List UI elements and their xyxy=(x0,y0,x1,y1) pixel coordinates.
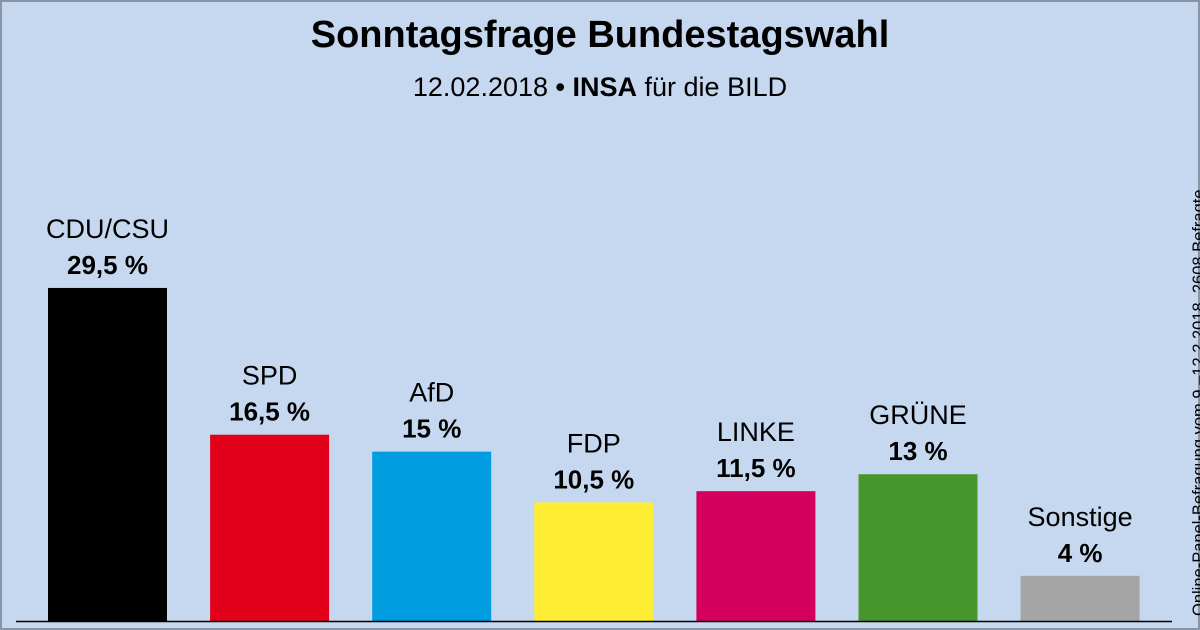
bar-sonstige xyxy=(1020,575,1140,621)
bullet: • xyxy=(555,72,565,102)
category-label: FDP xyxy=(567,428,621,458)
category-label: LINKE xyxy=(717,417,795,447)
category-label: CDU/CSU xyxy=(46,214,169,244)
bar-cducsu xyxy=(48,287,167,621)
category-label: SPD xyxy=(242,361,298,391)
value-label: 10,5 % xyxy=(553,464,634,494)
poll-date: 12.02.2018 xyxy=(412,72,549,102)
category-label: Sonstige xyxy=(1028,502,1133,532)
value-label: 11,5 % xyxy=(716,453,796,483)
chart-title: Sonntagsfrage Bundestagswahl xyxy=(310,14,890,56)
value-label: 16,5 % xyxy=(229,397,310,427)
bar-afd xyxy=(372,451,492,621)
poll-client: für die BILD xyxy=(644,72,788,102)
bar-fdp xyxy=(534,502,654,621)
value-label: 15 % xyxy=(402,414,461,444)
category-label: GRÜNE xyxy=(869,400,967,430)
chart-subtitle: 12.02.2018 • INSA für die BILD xyxy=(0,72,1200,103)
value-label: 13 % xyxy=(888,436,947,466)
value-label: 4 % xyxy=(1058,538,1103,568)
bar-spd xyxy=(210,434,330,621)
bar-linke xyxy=(696,491,816,621)
category-label: AfD xyxy=(409,378,454,408)
poll-institute: INSA xyxy=(572,72,638,102)
value-label: 29,5 % xyxy=(67,250,148,280)
bar-grüne xyxy=(858,474,978,621)
